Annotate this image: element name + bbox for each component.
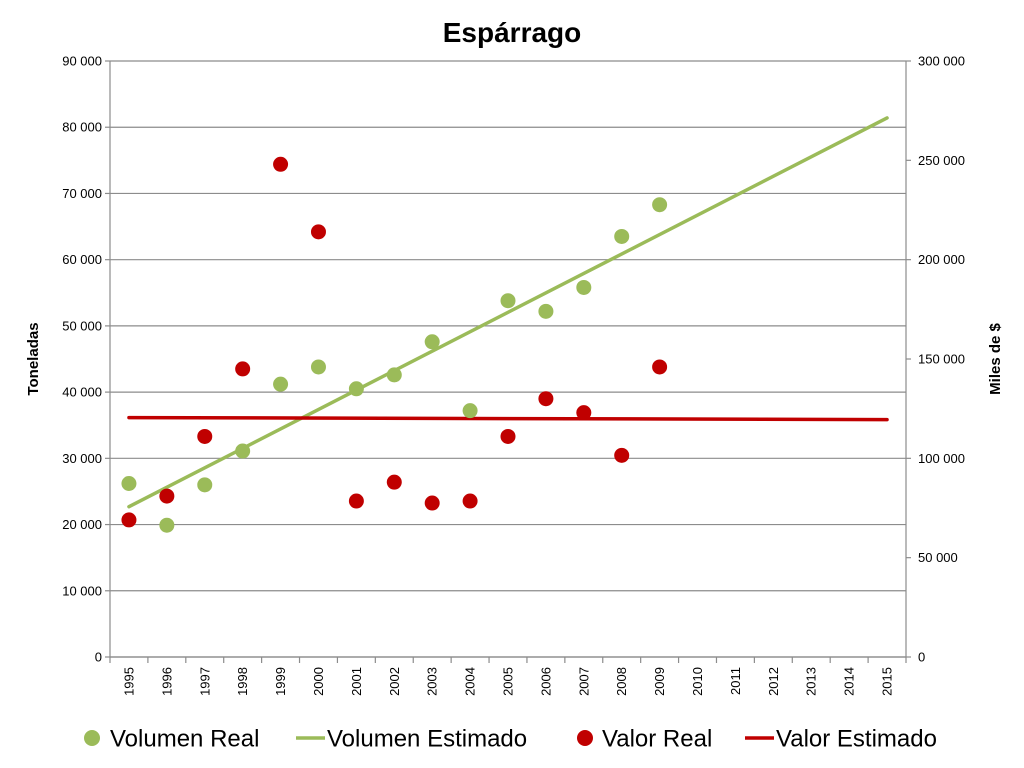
x-tick-label: 2008: [614, 667, 629, 696]
data-point: [652, 359, 668, 375]
x-tick-label: 2005: [501, 667, 516, 696]
y-tick-label: 70 000: [62, 186, 102, 201]
data-point: [235, 361, 251, 377]
data-point: [197, 428, 213, 444]
data-point: [614, 447, 630, 463]
data-point: [538, 391, 554, 407]
data-point: [273, 376, 289, 392]
chart-title: Espárrago: [443, 17, 582, 48]
data-point: [348, 493, 364, 509]
x-tick-label: 2003: [425, 667, 440, 696]
x-tick-label: 1997: [197, 667, 212, 696]
data-point: [159, 488, 175, 504]
y-tick-label: 10 000: [62, 583, 102, 598]
data-point: [500, 293, 516, 309]
data-point: [197, 477, 213, 493]
legend-label: Valor Estimado: [776, 726, 937, 753]
y2-tick-label: 0: [918, 650, 925, 665]
y-tick-label: 20 000: [62, 517, 102, 532]
y-tick-label: 40 000: [62, 385, 102, 400]
y2-tick-label: 250 000: [918, 153, 965, 168]
legend-label: Volumen Real: [110, 726, 259, 753]
legend-marker-swatch: [577, 730, 593, 746]
x-tick-label: 2006: [538, 667, 553, 696]
x-tick-label: 2001: [349, 667, 364, 696]
legend-label: Valor Real: [602, 726, 712, 753]
series-valor-real: [121, 156, 668, 528]
x-tick-label: 2004: [463, 667, 478, 696]
y2-axis-label: Miles de $: [987, 322, 1004, 394]
legend-label: Volumen Estimado: [327, 726, 527, 753]
y-tick-label: 0: [95, 650, 102, 665]
trend-line: [127, 116, 889, 509]
series-volumen-estimado: [127, 116, 889, 509]
series-valor-estimado: [127, 415, 889, 422]
data-point: [462, 493, 478, 509]
x-tick-label: 2010: [690, 667, 705, 696]
y-tick-labels: 0 10 000 20 000 30 000 40 000 50 000 60 000 70 …: [62, 54, 102, 665]
data-point: [386, 474, 402, 490]
series-volumen-real: [121, 197, 668, 533]
x-tick-label: 2013: [804, 667, 819, 696]
y2-tick-label: 300 000: [918, 54, 965, 69]
y-tick-label: 50 000: [62, 318, 102, 333]
x-tick-label: 2014: [842, 667, 857, 696]
x-tick-label: 1998: [235, 667, 250, 696]
data-point: [424, 334, 440, 350]
series-layer: [121, 116, 889, 533]
x-tick-label: 1999: [273, 667, 288, 696]
legend-item: Volumen Real: [84, 726, 259, 753]
legend-item: Volumen Estimado: [296, 726, 527, 753]
y-tick-label: 60 000: [62, 252, 102, 267]
y2-tick-label: 50 000: [918, 550, 958, 565]
data-point: [310, 224, 326, 240]
x-tick-label: 2011: [728, 667, 743, 695]
trend-line: [127, 415, 889, 422]
legend-marker-swatch: [84, 730, 100, 746]
data-point: [576, 405, 592, 421]
x-tick-labels: 1995 1996 1997 1998 1999 2000 2001 2002 2003 2004…: [121, 667, 894, 696]
data-point: [159, 517, 175, 533]
legend-item: Valor Real: [577, 726, 712, 753]
x-tick-label: 1995: [121, 667, 136, 696]
x-tick-label: 1996: [159, 667, 174, 696]
y2-tick-labels: 0 50 000 100 000 150 000 200 000 250 000 300 0…: [918, 54, 965, 665]
data-point: [576, 279, 592, 295]
data-point: [652, 197, 668, 213]
axes: [105, 60, 911, 663]
y2-tick-label: 200 000: [918, 252, 965, 267]
x-tick-label: 2007: [576, 667, 591, 696]
data-point: [614, 228, 630, 244]
y-tick-label: 90 000: [62, 54, 102, 69]
y2-tick-label: 100 000: [918, 451, 965, 466]
y-tick-label: 80 000: [62, 120, 102, 135]
y2-tick-label: 150 000: [918, 352, 965, 367]
data-point: [235, 443, 251, 459]
data-point: [348, 381, 364, 397]
data-point: [462, 403, 478, 419]
legend: Volumen Real Volumen Estimado Valor Real Va…: [84, 726, 937, 753]
data-point: [310, 359, 326, 375]
data-point: [424, 495, 440, 511]
data-point: [386, 367, 402, 383]
plot-area: [110, 61, 906, 657]
x-tick-label: 2000: [311, 667, 326, 696]
x-tick-label: 2009: [652, 667, 667, 696]
legend-item: Valor Estimado: [745, 726, 937, 753]
y-axis-label: Toneladas: [25, 322, 42, 395]
x-tick-label: 2002: [387, 667, 402, 696]
data-point: [538, 303, 554, 319]
data-point: [500, 428, 516, 444]
y-tick-label: 30 000: [62, 451, 102, 466]
data-point: [273, 156, 289, 172]
x-tick-label: 2015: [880, 667, 895, 696]
x-tick-label: 2012: [766, 667, 781, 696]
data-point: [121, 512, 137, 528]
data-point: [121, 475, 137, 491]
